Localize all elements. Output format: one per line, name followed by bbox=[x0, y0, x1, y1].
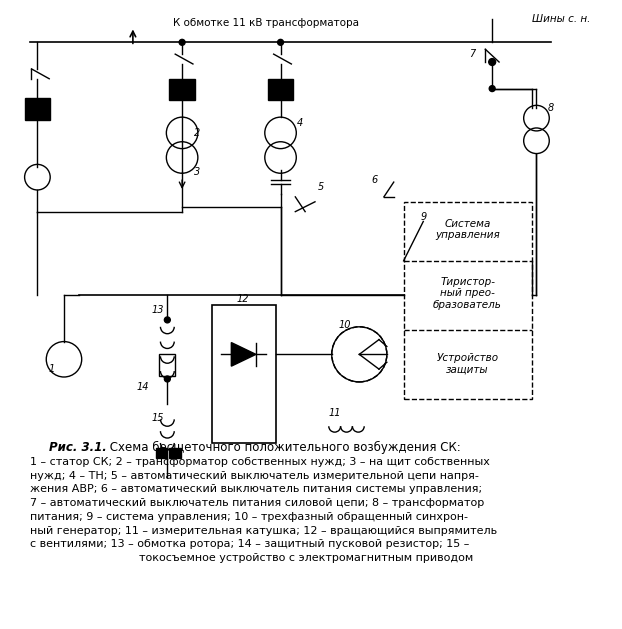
Circle shape bbox=[164, 317, 170, 323]
Text: К обмотке 11 кВ трансформатора: К обмотке 11 кВ трансформатора bbox=[173, 18, 359, 28]
Text: 13: 13 bbox=[151, 305, 164, 315]
Text: с вентилями; 13 – обмотка ротора; 14 – защитный пусковой резистор; 15 –: с вентилями; 13 – обмотка ротора; 14 – з… bbox=[29, 540, 469, 549]
Bar bbox=[156, 448, 167, 458]
Text: нужд; 4 – ТН; 5 – автоматический выключатель измерительной цепи напря-: нужд; 4 – ТН; 5 – автоматический выключа… bbox=[29, 470, 478, 481]
Text: Шины с. н.: Шины с. н. bbox=[532, 14, 590, 24]
Text: 1: 1 bbox=[48, 364, 54, 374]
Polygon shape bbox=[231, 343, 256, 366]
Text: 12: 12 bbox=[237, 294, 249, 304]
Text: 5: 5 bbox=[318, 182, 324, 192]
Bar bbox=[25, 98, 50, 120]
Text: Система
управления: Система управления bbox=[435, 218, 500, 240]
Text: 2: 2 bbox=[193, 128, 200, 138]
Text: 4: 4 bbox=[297, 118, 304, 128]
Text: Устройство
защиты: Устройство защиты bbox=[437, 353, 499, 375]
Bar bbox=[267, 79, 294, 101]
Text: Схема бесщеточного положительного возбуждения СК:: Схема бесщеточного положительного возбуж… bbox=[106, 441, 461, 454]
Text: токосъемное устройство с электромагнитным приводом: токосъемное устройство с электромагнитны… bbox=[139, 554, 473, 563]
Bar bbox=[159, 354, 175, 376]
Bar bbox=[169, 79, 195, 101]
Text: 7 – автоматический выключатель питания силовой цепи; 8 – трансформатор: 7 – автоматический выключатель питания с… bbox=[29, 498, 484, 508]
Circle shape bbox=[179, 40, 185, 45]
Text: ный генератор; 11 – измерительная катушка; 12 – вращающийся выпрямитель: ный генератор; 11 – измерительная катушк… bbox=[29, 526, 496, 536]
Text: жения АВР; 6 – автоматический выключатель питания системы управления;: жения АВР; 6 – автоматический выключател… bbox=[29, 484, 481, 494]
Text: 9: 9 bbox=[420, 211, 427, 221]
Text: 10: 10 bbox=[338, 320, 351, 330]
Text: 7: 7 bbox=[470, 49, 476, 59]
Text: 14: 14 bbox=[136, 382, 149, 392]
Text: 8: 8 bbox=[548, 103, 554, 113]
Text: 3: 3 bbox=[193, 167, 200, 177]
Circle shape bbox=[490, 86, 495, 92]
Text: 15: 15 bbox=[151, 413, 164, 423]
Circle shape bbox=[277, 40, 284, 45]
Text: 11: 11 bbox=[328, 408, 341, 418]
Text: 6: 6 bbox=[371, 175, 377, 185]
Circle shape bbox=[164, 376, 170, 382]
Text: питания; 9 – система управления; 10 – трехфазный обращенный синхрон-: питания; 9 – система управления; 10 – тр… bbox=[29, 512, 468, 522]
Bar bbox=[169, 448, 181, 458]
Text: Тиристор-
ный прео-
бразователь: Тиристор- ный прео- бразователь bbox=[433, 277, 502, 310]
Text: 1 – статор СК; 2 – трансформатор собственных нужд; 3 – на щит собственных: 1 – статор СК; 2 – трансформатор собстве… bbox=[29, 457, 490, 467]
Bar bbox=[211, 305, 276, 443]
Bar bbox=[404, 202, 532, 399]
Text: Рис. 3.1.: Рис. 3.1. bbox=[49, 441, 107, 454]
Circle shape bbox=[489, 58, 496, 65]
